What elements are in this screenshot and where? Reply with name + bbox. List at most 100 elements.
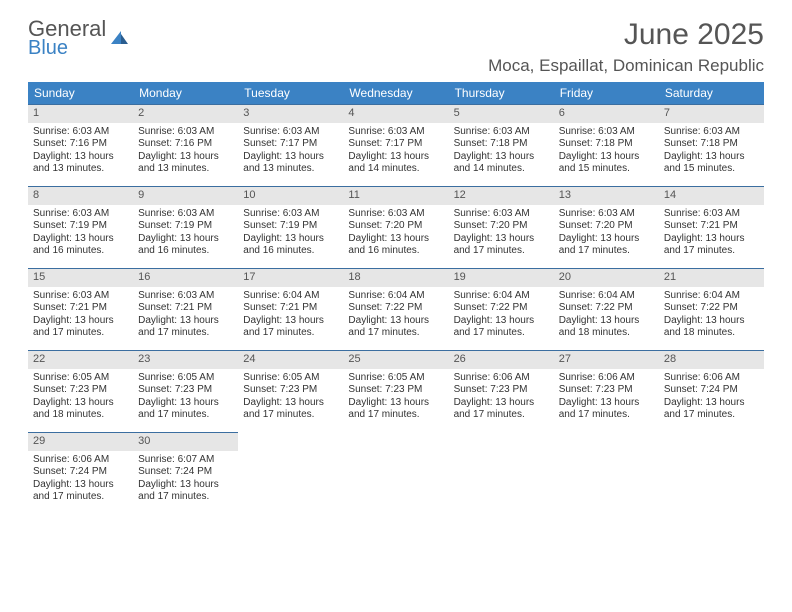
calendar-day: 21Sunrise: 6:04 AMSunset: 7:22 PMDayligh… (659, 268, 764, 350)
daylight-line: Daylight: 13 hours and 17 minutes. (454, 397, 549, 422)
sunset-line: Sunset: 7:24 PM (33, 466, 128, 479)
day-number: 11 (343, 186, 448, 205)
day-number: 13 (554, 186, 659, 205)
day-number: 10 (238, 186, 343, 205)
daylight-line: Daylight: 13 hours and 17 minutes. (33, 479, 128, 504)
sunset-line: Sunset: 7:19 PM (243, 220, 338, 233)
sunset-line: Sunset: 7:20 PM (559, 220, 654, 233)
sunset-line: Sunset: 7:16 PM (138, 138, 233, 151)
logo: GeneralBlue (28, 18, 129, 58)
sunset-line: Sunset: 7:22 PM (348, 302, 443, 315)
sunrise-line: Sunrise: 6:06 AM (664, 372, 759, 385)
day-number: 5 (449, 104, 554, 123)
day-header: Saturday (659, 82, 764, 104)
logo-triangle-icon (109, 28, 129, 48)
day-number: 28 (659, 350, 764, 369)
daylight-line: Daylight: 13 hours and 17 minutes. (559, 397, 654, 422)
day-number: 30 (133, 432, 238, 451)
sunset-line: Sunset: 7:23 PM (348, 384, 443, 397)
sunset-line: Sunset: 7:23 PM (33, 384, 128, 397)
calendar-day: 6Sunrise: 6:03 AMSunset: 7:18 PMDaylight… (554, 104, 659, 186)
logo-word2: Blue (28, 38, 106, 58)
calendar-day: 25Sunrise: 6:05 AMSunset: 7:23 PMDayligh… (343, 350, 448, 432)
calendar-week: 1Sunrise: 6:03 AMSunset: 7:16 PMDaylight… (28, 104, 764, 186)
daylight-line: Daylight: 13 hours and 17 minutes. (454, 233, 549, 258)
calendar-week: 29Sunrise: 6:06 AMSunset: 7:24 PMDayligh… (28, 432, 764, 514)
day-header: Monday (133, 82, 238, 104)
calendar-day: . (449, 432, 554, 514)
daylight-line: Daylight: 13 hours and 15 minutes. (664, 151, 759, 176)
logo-text: GeneralBlue (28, 18, 106, 58)
day-number: 4 (343, 104, 448, 123)
daylight-line: Daylight: 13 hours and 17 minutes. (138, 315, 233, 340)
calendar-day: 14Sunrise: 6:03 AMSunset: 7:21 PMDayligh… (659, 186, 764, 268)
calendar-day: 15Sunrise: 6:03 AMSunset: 7:21 PMDayligh… (28, 268, 133, 350)
day-number: 17 (238, 268, 343, 287)
day-number: 20 (554, 268, 659, 287)
sunrise-line: Sunrise: 6:05 AM (243, 372, 338, 385)
sunset-line: Sunset: 7:19 PM (138, 220, 233, 233)
calendar-day: 7Sunrise: 6:03 AMSunset: 7:18 PMDaylight… (659, 104, 764, 186)
daylight-line: Daylight: 13 hours and 16 minutes. (243, 233, 338, 258)
calendar-day: 29Sunrise: 6:06 AMSunset: 7:24 PMDayligh… (28, 432, 133, 514)
calendar-day: 4Sunrise: 6:03 AMSunset: 7:17 PMDaylight… (343, 104, 448, 186)
day-header: Thursday (449, 82, 554, 104)
sunset-line: Sunset: 7:16 PM (33, 138, 128, 151)
calendar-day: . (554, 432, 659, 514)
day-number: 19 (449, 268, 554, 287)
daylight-line: Daylight: 13 hours and 17 minutes. (348, 315, 443, 340)
daylight-line: Daylight: 13 hours and 17 minutes. (664, 233, 759, 258)
daylight-line: Daylight: 13 hours and 13 minutes. (138, 151, 233, 176)
sunrise-line: Sunrise: 6:06 AM (454, 372, 549, 385)
header: GeneralBlue June 2025 Moca, Espaillat, D… (28, 18, 764, 76)
daylight-line: Daylight: 13 hours and 18 minutes. (559, 315, 654, 340)
sunset-line: Sunset: 7:21 PM (243, 302, 338, 315)
day-number: 7 (659, 104, 764, 123)
day-number: 26 (449, 350, 554, 369)
day-number: 3 (238, 104, 343, 123)
calendar-day: 22Sunrise: 6:05 AMSunset: 7:23 PMDayligh… (28, 350, 133, 432)
daylight-line: Daylight: 13 hours and 13 minutes. (243, 151, 338, 176)
daylight-line: Daylight: 13 hours and 13 minutes. (33, 151, 128, 176)
day-number: 14 (659, 186, 764, 205)
day-header: Sunday (28, 82, 133, 104)
day-number: 2 (133, 104, 238, 123)
calendar-day: 23Sunrise: 6:05 AMSunset: 7:23 PMDayligh… (133, 350, 238, 432)
calendar-day: 9Sunrise: 6:03 AMSunset: 7:19 PMDaylight… (133, 186, 238, 268)
day-number: 21 (659, 268, 764, 287)
sunset-line: Sunset: 7:21 PM (33, 302, 128, 315)
sunset-line: Sunset: 7:22 PM (559, 302, 654, 315)
sunset-line: Sunset: 7:18 PM (559, 138, 654, 151)
sunrise-line: Sunrise: 6:06 AM (559, 372, 654, 385)
daylight-line: Daylight: 13 hours and 14 minutes. (454, 151, 549, 176)
sunset-line: Sunset: 7:21 PM (138, 302, 233, 315)
sunset-line: Sunset: 7:22 PM (454, 302, 549, 315)
sunrise-line: Sunrise: 6:05 AM (348, 372, 443, 385)
sunrise-line: Sunrise: 6:03 AM (243, 208, 338, 221)
calendar-day: 2Sunrise: 6:03 AMSunset: 7:16 PMDaylight… (133, 104, 238, 186)
sunrise-line: Sunrise: 6:03 AM (33, 290, 128, 303)
sunset-line: Sunset: 7:22 PM (664, 302, 759, 315)
sunset-line: Sunset: 7:17 PM (243, 138, 338, 151)
day-number: 24 (238, 350, 343, 369)
calendar-day: . (238, 432, 343, 514)
sunset-line: Sunset: 7:20 PM (348, 220, 443, 233)
sunrise-line: Sunrise: 6:05 AM (33, 372, 128, 385)
calendar-day: 8Sunrise: 6:03 AMSunset: 7:19 PMDaylight… (28, 186, 133, 268)
calendar-week: 15Sunrise: 6:03 AMSunset: 7:21 PMDayligh… (28, 268, 764, 350)
sunrise-line: Sunrise: 6:03 AM (559, 208, 654, 221)
sunrise-line: Sunrise: 6:03 AM (33, 126, 128, 139)
calendar-day: 16Sunrise: 6:03 AMSunset: 7:21 PMDayligh… (133, 268, 238, 350)
month-title: June 2025 (488, 18, 764, 52)
day-number: 15 (28, 268, 133, 287)
sunset-line: Sunset: 7:18 PM (454, 138, 549, 151)
calendar-day: 26Sunrise: 6:06 AMSunset: 7:23 PMDayligh… (449, 350, 554, 432)
sunrise-line: Sunrise: 6:07 AM (138, 454, 233, 467)
sunset-line: Sunset: 7:23 PM (559, 384, 654, 397)
day-number: 27 (554, 350, 659, 369)
calendar-day: 1Sunrise: 6:03 AMSunset: 7:16 PMDaylight… (28, 104, 133, 186)
location-text: Moca, Espaillat, Dominican Republic (488, 56, 764, 76)
daylight-line: Daylight: 13 hours and 17 minutes. (138, 479, 233, 504)
sunset-line: Sunset: 7:17 PM (348, 138, 443, 151)
daylight-line: Daylight: 13 hours and 17 minutes. (243, 315, 338, 340)
